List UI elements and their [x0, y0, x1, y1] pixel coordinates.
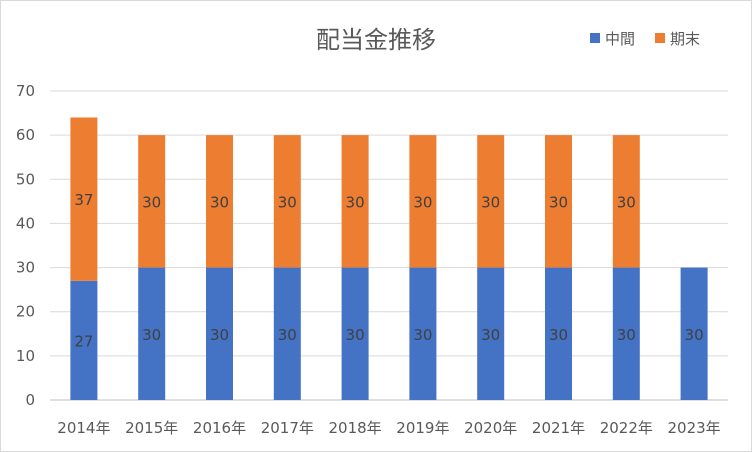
- data-label: 30: [210, 326, 229, 344]
- data-label: 30: [346, 193, 365, 211]
- data-label: 30: [142, 326, 161, 344]
- bar-segment: [545, 135, 572, 268]
- legend-label: 期末: [670, 30, 700, 48]
- data-label: 30: [346, 326, 365, 344]
- bar-segment: [138, 135, 166, 268]
- legend-swatch: [655, 33, 665, 43]
- bar-segment: [138, 267, 166, 400]
- x-tick-label: 2021年: [532, 419, 585, 437]
- bar-segment: [612, 267, 640, 400]
- x-tick-label: 2016年: [193, 419, 246, 437]
- legend-label: 中間: [605, 30, 635, 48]
- bar-segment: [409, 135, 437, 268]
- data-label: 30: [413, 326, 432, 344]
- x-tick-label: 2014年: [57, 419, 110, 437]
- x-tick-label: 2022年: [600, 419, 653, 437]
- bar-segment: [273, 135, 301, 268]
- data-label: 30: [685, 326, 704, 344]
- data-label: 30: [481, 193, 500, 211]
- bar-segment: [341, 135, 369, 268]
- y-tick-label: 0: [25, 391, 35, 409]
- data-label: 30: [617, 193, 636, 211]
- x-tick-label: 2018年: [329, 419, 382, 437]
- bar-segment: [612, 135, 640, 268]
- data-label: 30: [617, 326, 636, 344]
- y-tick-label: 20: [16, 303, 35, 321]
- bar-segment: [545, 267, 572, 400]
- data-label: 30: [481, 326, 500, 344]
- data-label: 30: [413, 193, 432, 211]
- y-tick-label: 50: [16, 170, 35, 188]
- y-tick-label: 10: [16, 347, 35, 365]
- bar-segment: [273, 267, 301, 400]
- y-tick-label: 40: [16, 214, 35, 232]
- y-tick-label: 60: [16, 126, 35, 144]
- x-tick-label: 2023年: [668, 419, 721, 437]
- bar-segment: [206, 135, 233, 268]
- data-label: 30: [142, 193, 161, 211]
- bar-segment: [680, 267, 708, 400]
- x-tick-label: 2017年: [261, 419, 314, 437]
- data-label: 30: [278, 193, 297, 211]
- legend-swatch: [590, 33, 600, 43]
- data-label: 37: [74, 191, 93, 209]
- x-tick-label: 2015年: [125, 419, 178, 437]
- data-label: 30: [549, 193, 568, 211]
- data-label: 27: [74, 332, 93, 350]
- x-tick-label: 2020年: [464, 419, 517, 437]
- bar-segment: [477, 135, 505, 268]
- y-tick-label: 30: [16, 259, 35, 277]
- bar-segment: [70, 117, 98, 281]
- bar-segment: [70, 280, 98, 400]
- data-label: 30: [278, 326, 297, 344]
- bar-segment: [409, 267, 437, 400]
- chart-title: 配当金推移: [316, 26, 436, 54]
- y-tick-label: 70: [16, 82, 35, 100]
- bar-segment: [477, 267, 505, 400]
- x-tick-label: 2019年: [396, 419, 449, 437]
- bar-segment: [206, 267, 233, 400]
- data-label: 30: [210, 193, 229, 211]
- data-label: 30: [549, 326, 568, 344]
- bar-segment: [341, 267, 369, 400]
